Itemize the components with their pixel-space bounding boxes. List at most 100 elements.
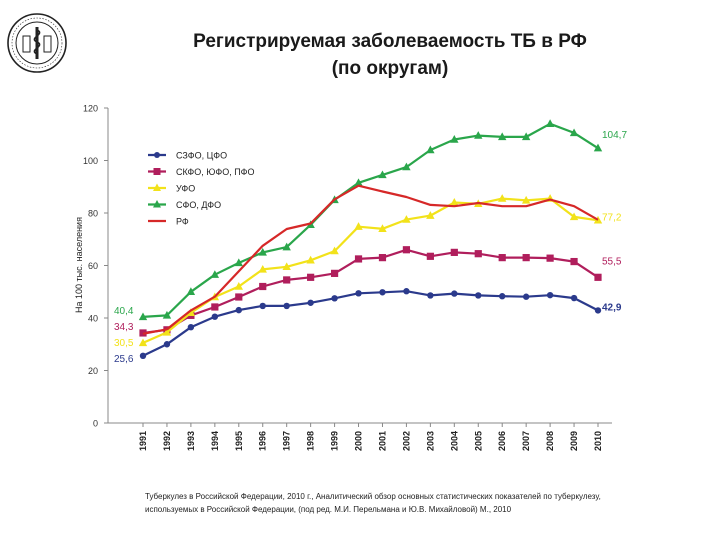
data-point — [546, 254, 554, 262]
data-point — [354, 255, 363, 263]
x-tick-label: 1994 — [210, 431, 220, 451]
data-point — [593, 143, 603, 152]
data-point — [402, 215, 411, 223]
data-point — [403, 288, 410, 295]
data-point — [378, 170, 387, 179]
title-line-1: Регистрируемая заболеваемость ТБ в РФ — [193, 31, 587, 52]
institution-seal-logo — [7, 13, 67, 73]
data-point — [378, 224, 387, 232]
x-tick-label: 2001 — [377, 431, 387, 451]
data-point — [427, 292, 434, 299]
x-tick-label: 2005 — [473, 431, 483, 451]
y-tick-label: 40 — [88, 314, 98, 324]
x-tick-label: 1999 — [330, 431, 340, 451]
x-tick-label: 1993 — [186, 431, 196, 451]
data-point — [162, 310, 172, 319]
series-start-label: 34,3 — [114, 322, 134, 333]
data-point — [570, 294, 578, 302]
data-point — [499, 293, 506, 300]
series-line-1 — [142, 248, 599, 335]
data-point — [138, 312, 148, 321]
x-tick-label: 1991 — [138, 431, 148, 451]
data-point — [234, 282, 243, 290]
y-tick-label: 20 — [88, 366, 98, 376]
data-point — [258, 247, 267, 256]
source-line-2: используемых в Российской Федерации, (по… — [145, 505, 512, 514]
data-point — [234, 258, 243, 267]
data-point — [378, 254, 387, 262]
legend-marker — [154, 152, 160, 158]
x-tick-label: 2006 — [497, 431, 507, 451]
data-point — [498, 194, 507, 202]
title-line-2: (по округам) — [331, 58, 449, 79]
legend-label: РФ — [176, 217, 189, 227]
data-point — [450, 248, 458, 256]
data-point — [402, 246, 411, 254]
data-point — [451, 290, 458, 297]
x-tick-label: 1992 — [162, 431, 172, 451]
series-line-4 — [142, 184, 599, 335]
data-point — [186, 287, 196, 295]
x-tick-label: 2008 — [545, 431, 555, 451]
source-line-1: Туберкулез в Российской Федерации, 2010 … — [145, 492, 601, 501]
data-point — [186, 308, 196, 316]
data-point — [474, 250, 482, 258]
x-tick-label: 1998 — [306, 431, 316, 451]
x-tick-label: 2007 — [521, 431, 531, 451]
series-start-label: 30,5 — [114, 338, 134, 349]
y-tick-label: 0 — [93, 419, 98, 429]
data-point — [474, 131, 483, 139]
data-point — [330, 269, 339, 277]
source-citation: Туберкулез в Российской Федерации, 2010 … — [145, 490, 705, 516]
x-tick-label: 2003 — [425, 431, 435, 451]
data-point — [307, 299, 314, 306]
data-point — [522, 293, 530, 300]
x-tick-label: 2002 — [401, 431, 411, 451]
data-point — [187, 323, 195, 331]
y-tick-label: 80 — [88, 209, 98, 219]
legend-label: УФО — [176, 184, 195, 194]
series-start-label: 40,4 — [114, 306, 134, 317]
series-line-3 — [142, 122, 599, 318]
data-point — [259, 302, 266, 310]
data-point — [355, 290, 362, 297]
x-tick-label: 1997 — [282, 431, 292, 451]
data-point — [498, 254, 506, 262]
data-point — [402, 162, 411, 171]
x-tick-label: 2009 — [569, 431, 579, 451]
data-point — [498, 132, 507, 141]
data-point — [235, 306, 242, 314]
series-end-label: 104,7 — [602, 130, 627, 141]
data-point — [546, 291, 554, 299]
y-axis-label: На 100 тыс. населения — [74, 217, 84, 313]
series-end-label: 77,2 — [602, 212, 622, 223]
data-point — [594, 307, 602, 314]
data-point — [211, 303, 219, 311]
data-point — [307, 273, 315, 281]
data-point — [259, 282, 267, 291]
data-point — [283, 302, 290, 310]
data-point — [331, 295, 338, 302]
data-point — [282, 262, 291, 271]
y-tick-label: 100 — [83, 156, 98, 166]
data-point — [258, 264, 267, 273]
legend-marker — [153, 168, 161, 175]
data-point — [354, 178, 363, 187]
data-point — [379, 289, 386, 296]
data-point — [450, 135, 459, 143]
data-point — [163, 341, 171, 348]
series-start-label: 25,6 — [114, 354, 134, 365]
legend-label: СЗФО, ЦФО — [176, 151, 227, 161]
y-tick-label: 60 — [88, 261, 98, 271]
data-point — [594, 273, 602, 281]
data-point — [522, 254, 530, 262]
data-point — [545, 119, 555, 127]
data-point — [475, 292, 482, 299]
x-tick-label: 2000 — [354, 431, 364, 451]
series-line-2 — [142, 197, 599, 344]
x-tick-label: 1995 — [234, 431, 244, 451]
series-line-0 — [142, 290, 599, 357]
y-tick-label: 120 — [83, 104, 98, 114]
data-point — [569, 128, 579, 137]
